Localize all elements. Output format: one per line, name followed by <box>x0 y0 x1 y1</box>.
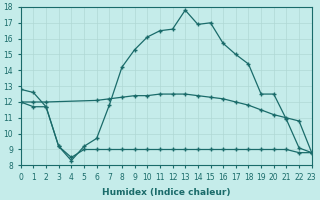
X-axis label: Humidex (Indice chaleur): Humidex (Indice chaleur) <box>102 188 230 197</box>
